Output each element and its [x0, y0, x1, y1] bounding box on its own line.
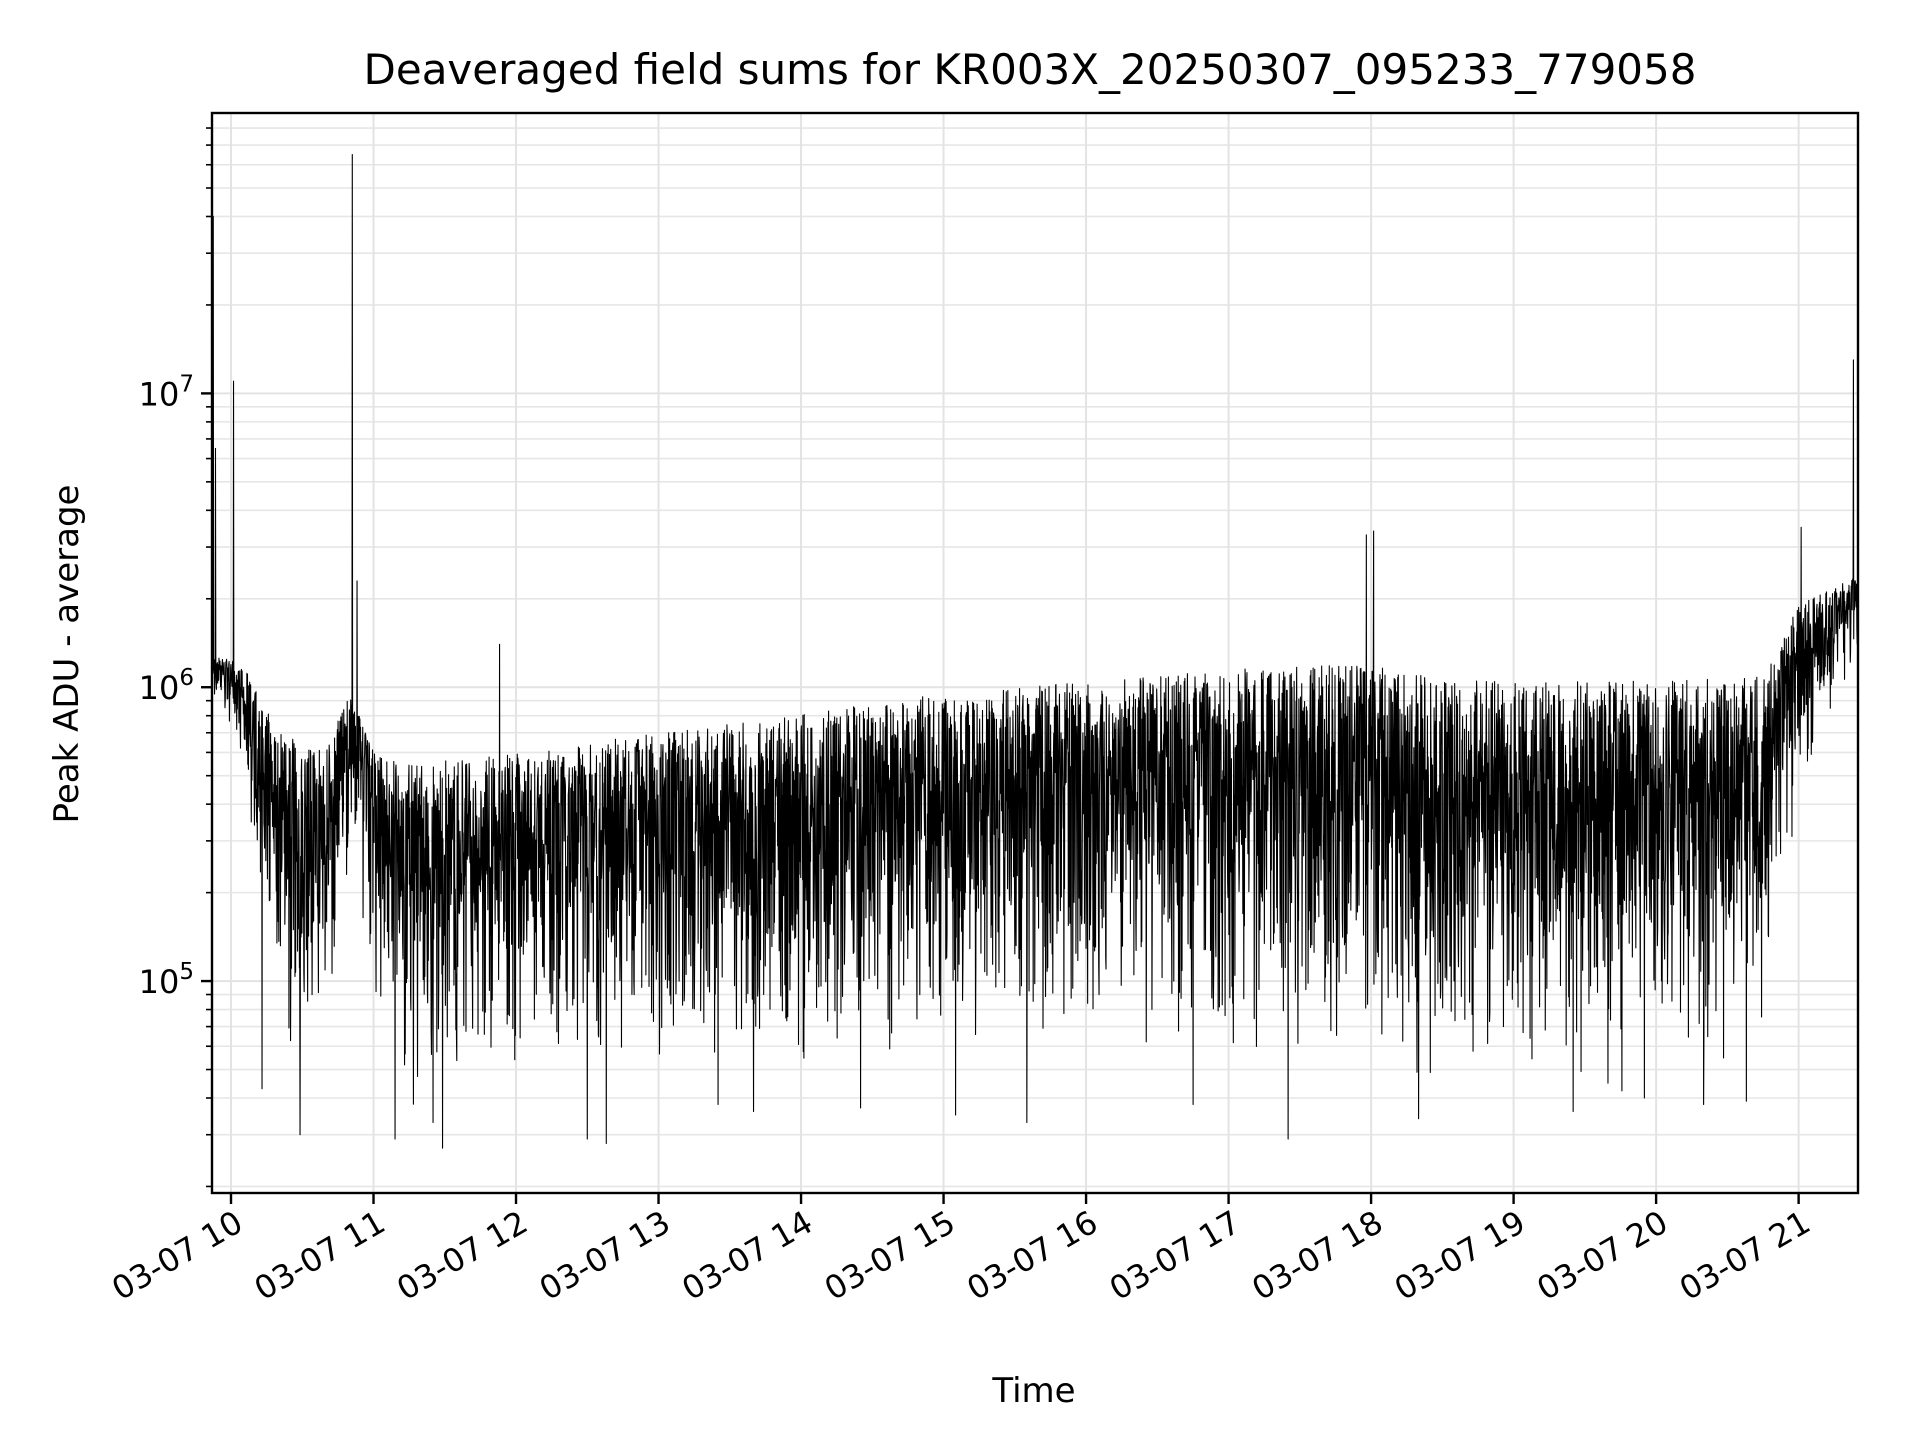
- plot-frame: [210, 111, 1860, 1195]
- y-axis-label: Peak ADU - average: [47, 485, 87, 824]
- y-tick-label: 107: [139, 371, 194, 413]
- x-axis-label: Time: [991, 1371, 1075, 1411]
- y-tick-label: 106: [139, 665, 194, 707]
- series-line: [211, 153, 1859, 1149]
- data-series: [211, 153, 1859, 1149]
- y-tick-label: 105: [139, 959, 194, 1001]
- chart-title: Deaveraged field sums for KR003X_2025030…: [364, 45, 1697, 94]
